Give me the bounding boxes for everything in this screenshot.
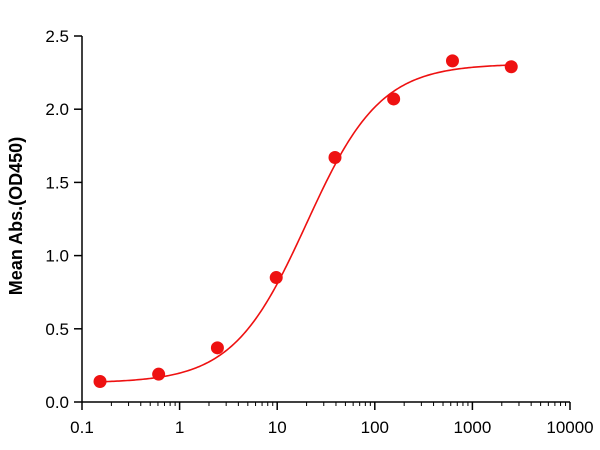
data-point (93, 375, 107, 389)
data-point (152, 367, 166, 381)
x-tick-label: 1 (175, 418, 184, 437)
y-tick-label: 0.5 (45, 320, 69, 339)
data-point (445, 54, 459, 68)
x-ticks: 0.1 1 10 100 1000 10000 (70, 402, 594, 437)
y-tick-label: 2.5 (45, 27, 69, 46)
y-tick-label: 1.0 (45, 247, 69, 266)
y-tick-label: 1.5 (45, 173, 69, 192)
x-tick-label: 100 (361, 418, 389, 437)
data-point (328, 151, 342, 165)
data-point (210, 341, 224, 355)
y-ticks: 0.0 0.5 1.0 1.5 2.0 2.5 (45, 27, 82, 412)
x-tick-label: 10 (268, 418, 287, 437)
data-point (387, 92, 401, 106)
fit-curve-layer (100, 64, 512, 383)
y-tick-label: 0.0 (45, 393, 69, 412)
x-tick-label: 1000 (453, 418, 491, 437)
data-points (93, 54, 518, 389)
y-axis-title: Mean Abs.(OD450) (6, 137, 26, 295)
x-tick-label: 0.1 (70, 418, 94, 437)
data-point (269, 271, 283, 285)
y-tick-label: 2.0 (45, 100, 69, 119)
axes (81, 36, 570, 403)
x-tick-label: 10000 (546, 418, 593, 437)
data-point (504, 60, 518, 74)
fit-curve (100, 64, 512, 383)
